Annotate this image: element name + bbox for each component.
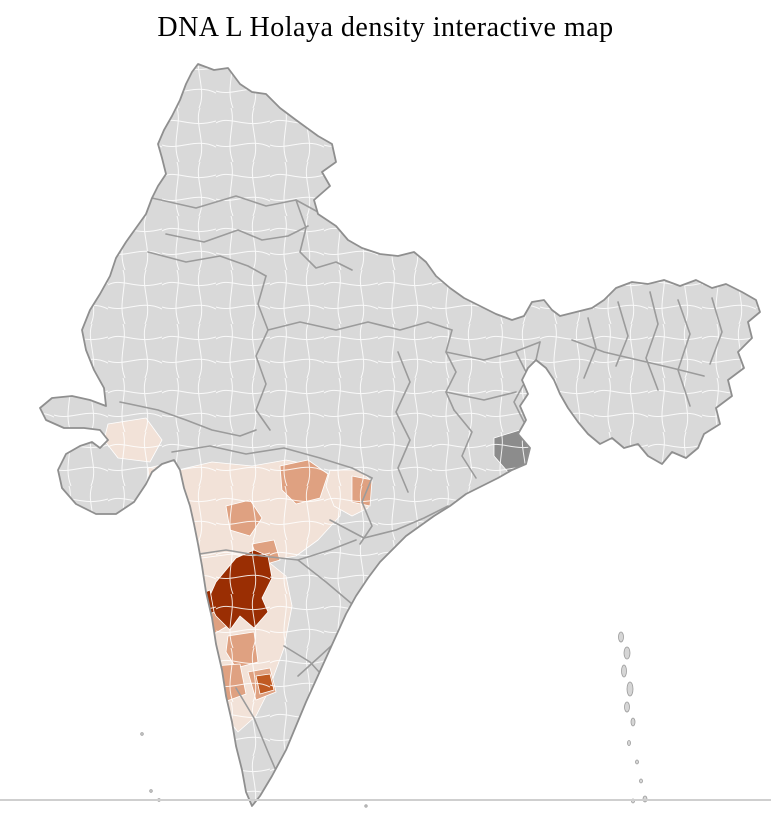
- map-title: DNA L Holaya density interactive map: [157, 12, 614, 43]
- state-borders: [119, 195, 723, 781]
- country-outline: [39, 63, 761, 807]
- bottom-divider: [0, 799, 771, 801]
- andaman-nicobar-islands[interactable]: [618, 631, 648, 804]
